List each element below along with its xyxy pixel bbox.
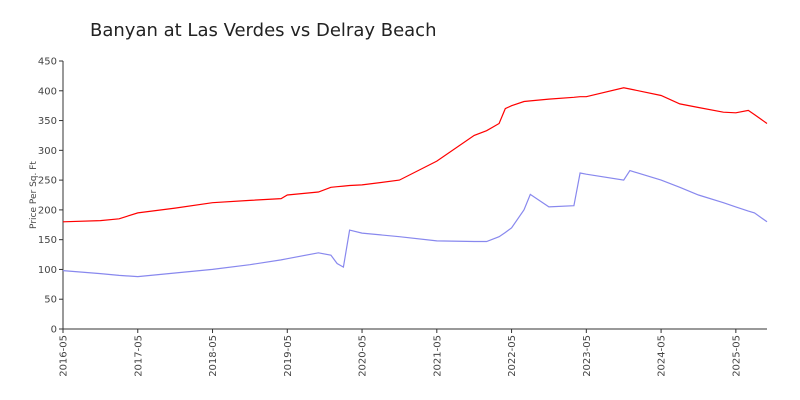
- x-tick-label: 2024-05: [657, 335, 668, 377]
- y-tick-label: 0: [51, 325, 57, 336]
- x-tick-label: 2022-05: [507, 335, 518, 377]
- y-tick-label: 200: [38, 205, 57, 216]
- x-tick-label: 2019-05: [283, 335, 294, 377]
- chart-title: Banyan at Las Verdes vs Delray Beach: [90, 20, 437, 41]
- x-tick-label: 2020-05: [358, 335, 369, 377]
- series-line: [62, 169, 768, 278]
- y-tick-label: 100: [38, 265, 57, 276]
- x-tick-label: 2025-05: [731, 335, 742, 377]
- y-tick-label: 150: [38, 235, 57, 246]
- y-tick-label: 300: [38, 146, 57, 157]
- x-tick-label: 2016-05: [59, 335, 70, 377]
- x-tick-label: 2018-05: [208, 335, 219, 377]
- x-tick-label: 2017-05: [133, 335, 144, 377]
- y-tick-label: 450: [38, 57, 57, 68]
- x-tick-label: 2021-05: [432, 335, 443, 377]
- y-axis-label: Price Per Sq. Ft: [29, 161, 39, 229]
- x-tick-label: 2023-05: [582, 335, 593, 377]
- y-tick-label: 50: [44, 295, 57, 306]
- series-line: [62, 87, 768, 223]
- y-tick-label: 350: [38, 116, 57, 127]
- y-tick-label: 400: [38, 86, 57, 97]
- y-tick-label: 250: [38, 176, 57, 187]
